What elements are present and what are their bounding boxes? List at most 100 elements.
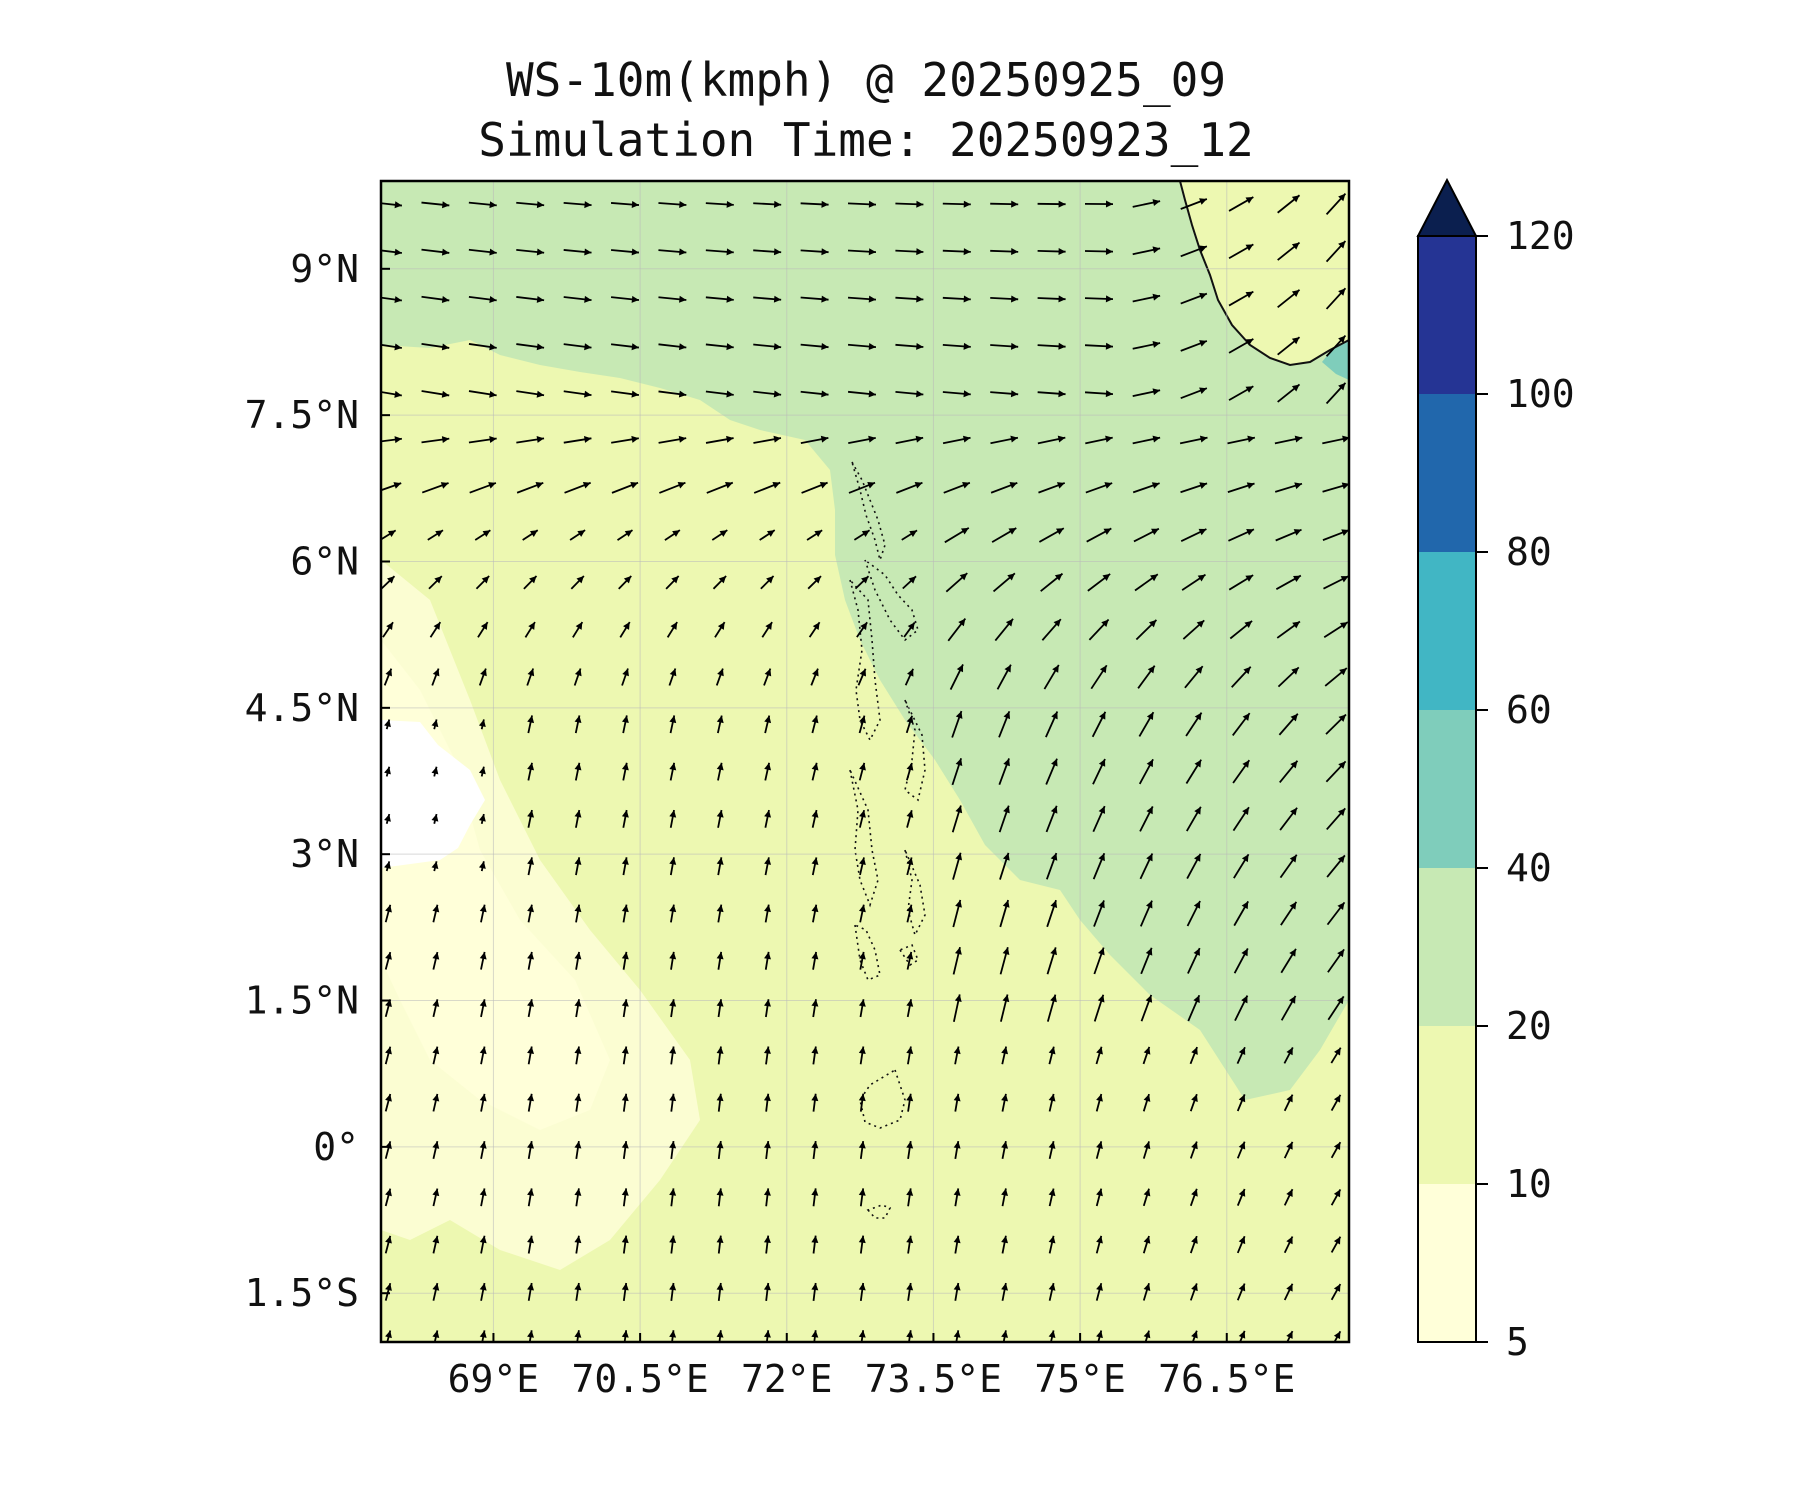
x-tick-label: 76.5°E xyxy=(1158,1357,1295,1401)
wind-vector xyxy=(1189,1046,1198,1065)
wind-vector xyxy=(753,200,782,208)
wind-vector xyxy=(953,1330,961,1342)
wind-vector xyxy=(942,342,971,350)
wind-vector xyxy=(763,1235,771,1254)
y-axis: 9°N 7.5°N 6°N 4.5°N 3°N 1.5°N 0° 1.5°S xyxy=(245,247,390,1315)
wind-vector xyxy=(658,200,687,208)
wind-vector xyxy=(1045,852,1058,880)
triangle-extend-icon xyxy=(1416,177,1478,237)
wind-vector xyxy=(1228,528,1255,542)
wind-vector xyxy=(953,1046,961,1065)
wind-vector xyxy=(716,1330,724,1342)
wind-vector xyxy=(1325,287,1347,310)
wind-vector xyxy=(1046,994,1057,1022)
wind-vector xyxy=(569,529,586,541)
wind-vector xyxy=(858,809,866,828)
wind-vector xyxy=(618,575,632,590)
colorbar-segment xyxy=(1418,236,1476,394)
wind-vector xyxy=(468,390,497,398)
wind-vector xyxy=(610,295,640,303)
wind-vector xyxy=(1001,1282,1009,1301)
wind-vector xyxy=(753,343,782,351)
wind-vector xyxy=(1275,528,1302,542)
wind-vector xyxy=(527,1235,534,1254)
wind-vector xyxy=(858,1235,866,1254)
wind-vector xyxy=(858,999,866,1018)
wind-vector xyxy=(659,481,686,494)
wind-vector xyxy=(1274,482,1303,493)
wind-vector xyxy=(468,248,497,256)
wind-vector xyxy=(574,1282,582,1301)
wind-vector xyxy=(811,1140,819,1160)
wind-vector xyxy=(1274,435,1303,445)
wind-vector xyxy=(621,1235,629,1254)
wind-vector xyxy=(902,575,917,590)
speed-zone-20-40 xyxy=(381,181,1349,1100)
wind-vector xyxy=(1322,435,1349,445)
wind-vector xyxy=(1326,854,1346,878)
wind-vector xyxy=(1140,994,1153,1022)
wind-vector xyxy=(811,1330,819,1342)
wind-vector xyxy=(669,1140,677,1160)
wind-vector xyxy=(478,668,487,686)
wind-vector xyxy=(468,343,497,351)
wind-vector xyxy=(1322,482,1349,493)
wind-vector xyxy=(1037,435,1066,445)
wind-vector xyxy=(1091,711,1107,738)
wind-vector xyxy=(1134,573,1159,592)
wind-vector xyxy=(857,668,867,686)
wind-vector xyxy=(763,1046,771,1065)
coastline xyxy=(1179,181,1349,367)
wind-vector xyxy=(619,621,631,638)
wind-vector xyxy=(1228,385,1254,401)
wind-vector xyxy=(716,1282,724,1301)
wind-vector xyxy=(610,201,640,209)
wind-vector xyxy=(705,435,734,444)
wind-vector xyxy=(1095,1093,1103,1112)
wind-vector xyxy=(1330,1283,1342,1301)
wind-vector xyxy=(665,575,680,590)
wind-vector xyxy=(1140,947,1153,975)
colorbar: 5 10 20 40 60 80 100 120 xyxy=(1416,177,1575,1364)
wind-vector xyxy=(1330,1236,1342,1253)
wind-vector xyxy=(847,343,877,350)
wind-vector xyxy=(621,999,629,1018)
wind-vector xyxy=(1232,712,1251,737)
wind-vector xyxy=(990,482,1018,494)
wind-vector xyxy=(1323,621,1349,639)
wind-vector xyxy=(1095,1141,1103,1159)
wind-vector xyxy=(763,1282,771,1301)
wind-vector xyxy=(1084,342,1114,350)
wind-vector xyxy=(1085,435,1113,445)
wind-vector xyxy=(669,809,677,828)
wind-vector xyxy=(516,481,544,494)
wind-vector xyxy=(1325,382,1347,405)
wind-vector xyxy=(610,248,640,256)
wind-vector xyxy=(800,435,829,444)
wind-vector xyxy=(432,1282,440,1301)
wind-vector xyxy=(527,762,535,781)
wind-vector xyxy=(1283,1141,1294,1159)
wind-vector xyxy=(906,857,914,876)
colorbar-segment xyxy=(1418,868,1476,1026)
wind-vector xyxy=(527,1282,534,1301)
wind-vector xyxy=(1280,948,1297,974)
wind-vector xyxy=(385,1330,392,1342)
wind-vector xyxy=(1138,711,1155,737)
wind-vector xyxy=(1236,1283,1246,1301)
colorbar-label: 60 xyxy=(1506,688,1552,732)
wind-vector xyxy=(1180,198,1208,210)
wind-vector xyxy=(1180,340,1208,352)
wind-vector xyxy=(1137,665,1156,689)
wind-vector xyxy=(1143,1330,1151,1342)
wind-vector xyxy=(1085,482,1113,494)
wind-vector xyxy=(901,529,918,541)
wind-vector xyxy=(1228,338,1254,354)
wind-vector xyxy=(1045,805,1058,833)
wind-vector xyxy=(942,248,971,256)
wind-vector xyxy=(431,813,439,824)
wind-vector xyxy=(384,1235,392,1254)
wind-vector xyxy=(474,529,491,541)
wind-vector xyxy=(716,1093,724,1112)
wind-vector xyxy=(1325,193,1347,215)
